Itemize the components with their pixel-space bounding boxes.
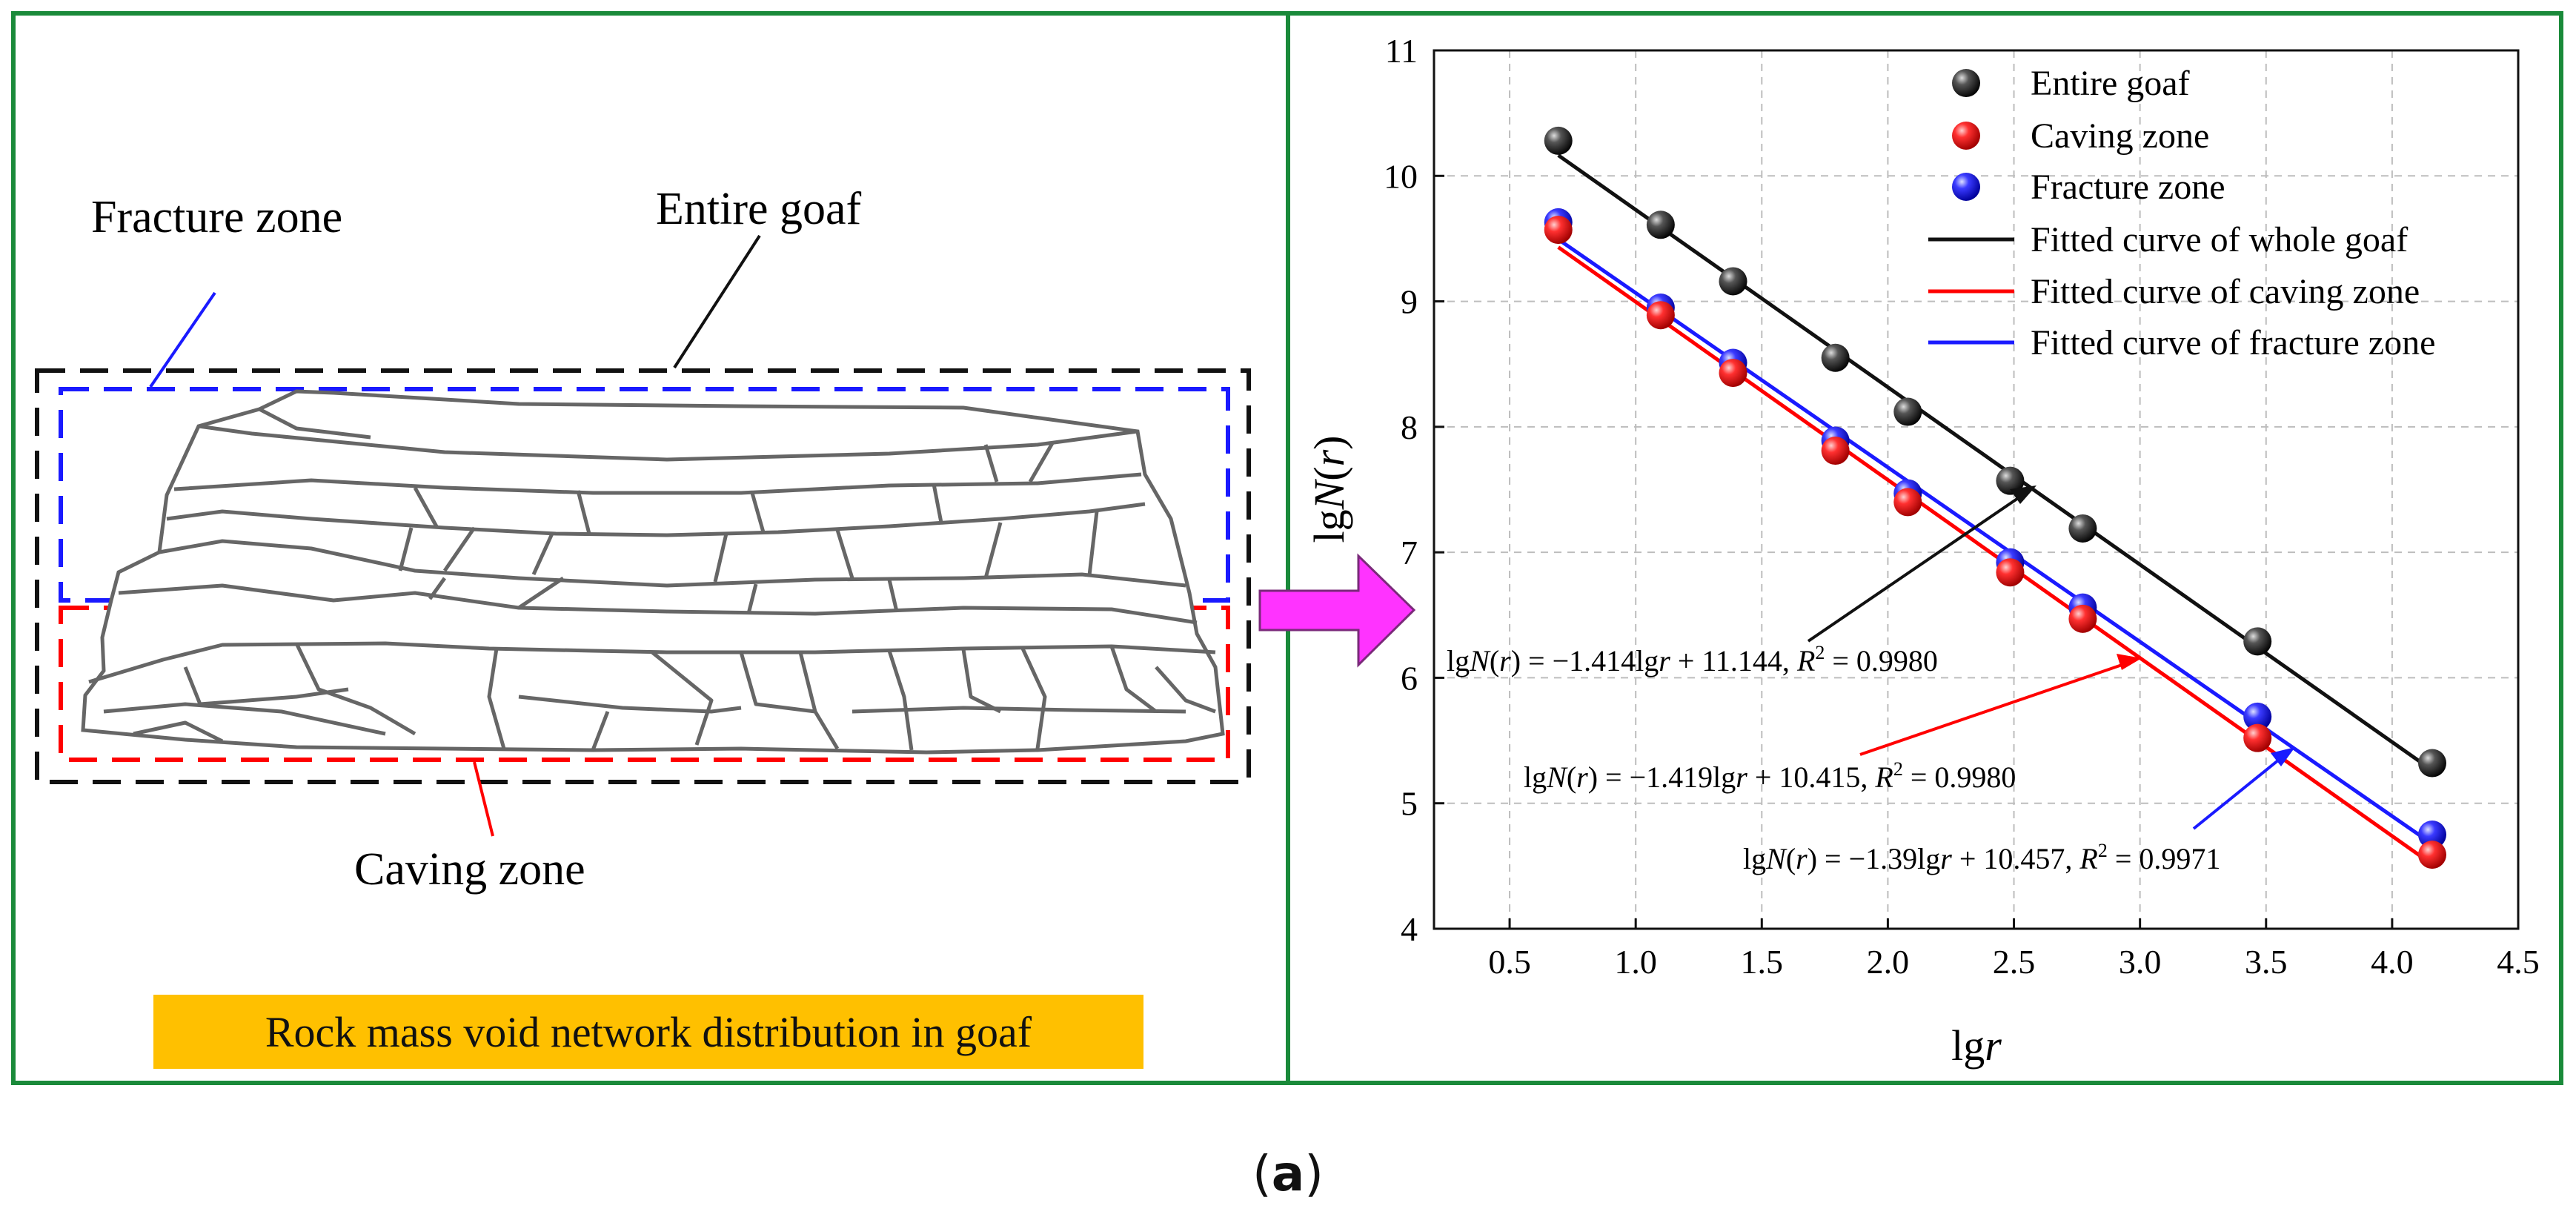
data-point-series-0 <box>1646 211 1675 239</box>
data-point-series-0 <box>2243 627 2272 656</box>
x-tick-label: 3.0 <box>2119 943 2162 981</box>
legend-caving-label: Caving zone <box>2031 116 2209 156</box>
x-tick-label: 2.5 <box>1993 943 2036 981</box>
y-tick-label: 9 <box>1401 283 1418 321</box>
data-point-series-2 <box>2243 702 2272 731</box>
fit-line-2 <box>1557 237 2434 846</box>
legend-fracture-label: Fracture zone <box>2031 168 2225 207</box>
entire-goaf-label: Entire goaf <box>656 184 862 234</box>
annotation-arrow-caving <box>1859 660 2131 756</box>
legend-marker-caving <box>1952 122 1980 150</box>
legend-marker-fracture <box>1952 173 1980 201</box>
entire-goaf-box <box>35 368 1251 784</box>
x-tick-label: 1.0 <box>1614 943 1657 981</box>
data-point-series-0 <box>1821 343 1850 372</box>
fit-line-0 <box>1557 153 2434 772</box>
data-point-series-0 <box>1544 126 1573 155</box>
data-point-series-2 <box>2417 821 2446 849</box>
y-tick-label: 4 <box>1401 910 1418 948</box>
annotation-arrowhead-caving <box>2117 654 2142 670</box>
caving-zone-label: Caving zone <box>354 844 585 895</box>
data-point-series-0 <box>2417 749 2446 778</box>
x-tick-label: 1.5 <box>1741 943 1784 981</box>
y-tick-label: 5 <box>1401 785 1418 823</box>
x-tick-label: 4.5 <box>2497 943 2540 981</box>
fracture-zone-leader <box>149 291 216 388</box>
goaf-schematic: Fracture zone Entire goaf Caving zone <box>35 184 1251 895</box>
data-point-series-1 <box>2068 604 2097 633</box>
data-point-series-1 <box>1544 216 1573 245</box>
data-points <box>1544 126 2446 869</box>
y-tick-label: 6 <box>1401 659 1418 697</box>
legend-fracture-fit-label: Fitted curve of fracture zone <box>2031 323 2435 362</box>
data-point-series-0 <box>2068 514 2097 543</box>
legend-caving-fit-label: Fitted curve of caving zone <box>2031 272 2420 311</box>
equation-fracture: lgN(r) = −1.39lgr + 10.457, R2 = 0.9971 <box>1743 840 2220 875</box>
right-panel-border <box>1286 11 2563 1085</box>
annotation-arrowhead-whole <box>2010 485 2036 504</box>
data-point-series-1 <box>1893 488 1922 517</box>
legend-marker-entire <box>1952 69 1980 97</box>
x-axis-title: lgr <box>1951 1021 2002 1070</box>
data-point-series-1 <box>1996 558 2025 587</box>
equation-whole: lgN(r) = −1.414lgr + 11.144, R2 = 0.9980 <box>1447 642 1938 677</box>
legend-whole-fit-label: Fitted curve of whole goaf <box>2031 220 2408 259</box>
equation-caving: lgN(r) = −1.419lgr + 10.415, R2 = 0.9980 <box>1524 758 2016 794</box>
x-tick-label: 2.0 <box>1867 943 1910 981</box>
annotation-arrow-fracture <box>2192 752 2288 830</box>
chart: 0.5 1.0 1.5 2.0 2.5 3.0 3.5 4.0 4.5 4 5 6 7 8 9 10 11 lg… <box>1305 32 2540 1070</box>
data-point-series-0 <box>1893 397 1922 426</box>
annotation-arrow-whole <box>1807 491 2028 643</box>
y-tick-label: 11 <box>1385 32 1418 70</box>
plot-frame <box>1433 49 2520 930</box>
entire-goaf-leader <box>673 234 761 369</box>
figure-sublabel: (a) <box>1252 1145 1324 1202</box>
data-point-series-1 <box>2417 841 2446 869</box>
fit-line-1 <box>1557 245 2434 866</box>
axis-ticks: 0.5 1.0 1.5 2.0 2.5 3.0 3.5 4.0 4.5 4 5 6 7 8 9 10 11 <box>1384 32 2540 981</box>
data-point-series-1 <box>1821 437 1850 465</box>
caving-zone-leader <box>473 761 494 837</box>
data-point-series-0 <box>1719 267 1747 296</box>
x-tick-label: 4.0 <box>2371 943 2414 981</box>
data-point-series-1 <box>2243 723 2272 752</box>
data-point-series-1 <box>1646 301 1675 330</box>
schematic-caption: Rock mass void network distribution in g… <box>153 995 1143 1069</box>
data-point-series-1 <box>1719 359 1747 388</box>
y-tick-label: 7 <box>1401 534 1418 571</box>
x-tick-label: 0.5 <box>1488 943 1531 981</box>
fracture-zone-label: Fracture zone <box>91 192 342 242</box>
annotation-arrowhead-fracture <box>2271 747 2295 766</box>
transition-arrow <box>1258 553 1416 668</box>
y-tick-label: 8 <box>1401 408 1418 446</box>
legend-entire-label: Entire goaf <box>2031 64 2190 103</box>
legend: Entire goaf Caving zone Fracture zone Fi… <box>1928 64 2435 362</box>
x-tick-label: 3.5 <box>2245 943 2288 981</box>
data-point-series-0 <box>1996 466 2025 495</box>
y-tick-label: 10 <box>1384 157 1418 195</box>
fitted-lines <box>1557 153 2434 866</box>
y-axis-title: lgN(r) <box>1305 435 1353 543</box>
